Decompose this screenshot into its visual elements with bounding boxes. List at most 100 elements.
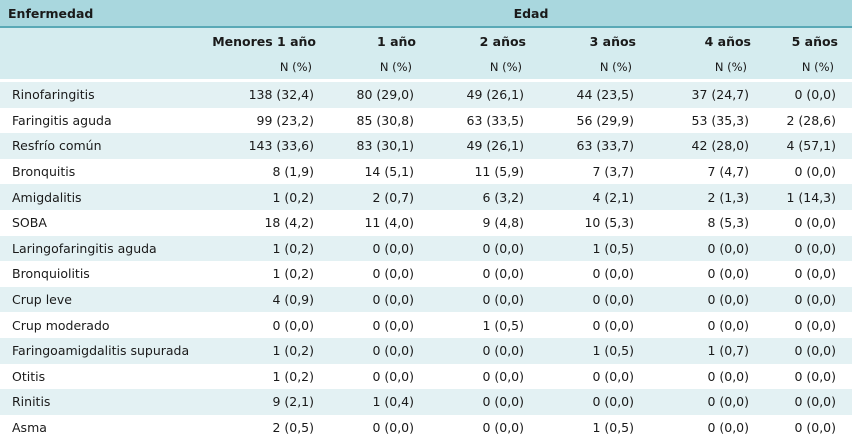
age-group-header: 1 año [330, 28, 430, 54]
value-cell: 53 (35,3) [650, 107, 765, 134]
disease-name-cell: Faringitis aguda [0, 107, 210, 134]
value-cell: 1 (0,2) [210, 363, 330, 390]
table-row: Asma 2 (0,5) 0 (0,0) 0 (0,0) 1 (0,5) 0 (0,0) 0… [0, 414, 852, 440]
value-cell: 1 (0,2) [210, 337, 330, 364]
value-cell: 0 (0,0) [330, 261, 430, 287]
table-row: Faringoamigdalitis supurada 1 (0,2) 0 (0,0… [0, 337, 852, 364]
value-cell: 0 (0,0) [430, 414, 540, 440]
value-cell: 2 (28,6) [765, 107, 852, 134]
value-cell: 0 (0,0) [650, 286, 765, 313]
value-cell: 0 (0,0) [430, 363, 540, 390]
value-cell: 42 (28,0) [650, 133, 765, 159]
age-group-header: 4 años [650, 28, 765, 54]
value-cell: 0 (0,0) [330, 312, 430, 338]
value-cell: 0 (0,0) [765, 337, 852, 364]
table-header: Enfermedad Edad Menores 1 año 1 año 2 añ… [0, 0, 852, 82]
unit-header: N (%) [330, 54, 430, 79]
value-cell: 11 (5,9) [430, 158, 540, 185]
value-cell: 1 (0,4) [330, 389, 430, 415]
table-row: Faringitis aguda 99 (23,2) 85 (30,8) 63 (33… [0, 107, 852, 134]
value-cell: 0 (0,0) [540, 389, 650, 415]
header-empty-cell [0, 28, 210, 54]
value-cell: 0 (0,0) [430, 389, 540, 415]
value-cell: 63 (33,5) [430, 107, 540, 134]
disease-name-cell: Otitis [0, 363, 210, 390]
value-cell: 0 (0,0) [650, 312, 765, 338]
age-group-header: 5 años [765, 28, 852, 54]
table-row: Rinofaringitis 138 (32,4) 80 (29,0) 49 (26,… [0, 82, 852, 108]
table-row: Otitis 1 (0,2) 0 (0,0) 0 (0,0) 0 (0,0) 0 (0,0… [0, 363, 852, 390]
disease-name-cell: Asma [0, 414, 210, 440]
disease-name-cell: Faringoamigdalitis supurada [0, 337, 210, 364]
value-cell: 0 (0,0) [765, 235, 852, 262]
disease-name-cell: Amigdalitis [0, 184, 210, 210]
value-cell: 0 (0,0) [765, 389, 852, 415]
disease-name-cell: SOBA [0, 209, 210, 236]
value-cell: 10 (5,3) [540, 209, 650, 236]
value-cell: 18 (4,2) [210, 209, 330, 236]
value-cell: 0 (0,0) [765, 312, 852, 338]
value-cell: 0 (0,0) [210, 312, 330, 338]
age-column-header: Edad [210, 0, 852, 26]
disease-name-cell: Laringofaringitis aguda [0, 235, 210, 262]
value-cell: 1 (0,2) [210, 261, 330, 287]
disease-name-cell: Crup moderado [0, 312, 210, 338]
value-cell: 0 (0,0) [330, 337, 430, 364]
value-cell: 4 (0,9) [210, 286, 330, 313]
table-row: Amigdalitis 1 (0,2) 2 (0,7) 6 (3,2) 4 (2,1) 2… [0, 184, 852, 210]
table-row: Resfrío común 143 (33,6) 83 (30,1) 49 (26,1… [0, 133, 852, 159]
value-cell: 11 (4,0) [330, 209, 430, 236]
value-cell: 0 (0,0) [650, 261, 765, 287]
header-divider [0, 26, 852, 28]
value-cell: 0 (0,0) [330, 235, 430, 262]
value-cell: 99 (23,2) [210, 107, 330, 134]
age-group-header: 3 años [540, 28, 650, 54]
value-cell: 0 (0,0) [765, 414, 852, 440]
value-cell: 14 (5,1) [330, 158, 430, 185]
header-row-units: N (%) N (%) N (%) N (%) N (%) N (%) [0, 54, 852, 79]
value-cell: 0 (0,0) [330, 286, 430, 313]
value-cell: 0 (0,0) [765, 261, 852, 287]
value-cell: 0 (0,0) [540, 261, 650, 287]
value-cell: 1 (14,3) [765, 184, 852, 210]
value-cell: 0 (0,0) [765, 286, 852, 313]
value-cell: 8 (5,3) [650, 209, 765, 236]
table-row: Crup leve 4 (0,9) 0 (0,0) 0 (0,0) 0 (0,0) 0 (… [0, 286, 852, 313]
value-cell: 1 (0,5) [540, 235, 650, 262]
age-group-header: Menores 1 año [210, 28, 330, 54]
table-row: Bronquiolitis 1 (0,2) 0 (0,0) 0 (0,0) 0 (0,0… [0, 261, 852, 287]
value-cell: 9 (4,8) [430, 209, 540, 236]
header-row-main: Enfermedad Edad [0, 0, 852, 26]
value-cell: 9 (2,1) [210, 389, 330, 415]
unit-header: N (%) [650, 54, 765, 79]
value-cell: 0 (0,0) [430, 286, 540, 313]
value-cell: 49 (26,1) [430, 82, 540, 108]
value-cell: 7 (3,7) [540, 158, 650, 185]
table-row: Rinitis 9 (2,1) 1 (0,4) 0 (0,0) 0 (0,0) 0 (0,… [0, 389, 852, 415]
value-cell: 2 (1,3) [650, 184, 765, 210]
value-cell: 0 (0,0) [430, 337, 540, 364]
value-cell: 44 (23,5) [540, 82, 650, 108]
value-cell: 0 (0,0) [650, 389, 765, 415]
value-cell: 1 (0,7) [650, 337, 765, 364]
header-spacer [0, 79, 852, 82]
value-cell: 0 (0,0) [765, 363, 852, 390]
value-cell: 0 (0,0) [540, 286, 650, 313]
unit-header: N (%) [210, 54, 330, 79]
value-cell: 63 (33,7) [540, 133, 650, 159]
value-cell: 0 (0,0) [430, 235, 540, 262]
value-cell: 83 (30,1) [330, 133, 430, 159]
table-row: Laringofaringitis aguda 1 (0,2) 0 (0,0) 0 (… [0, 235, 852, 262]
value-cell: 4 (2,1) [540, 184, 650, 210]
table-row: SOBA 18 (4,2) 11 (4,0) 9 (4,8) 10 (5,3) 8 (5,… [0, 209, 852, 236]
value-cell: 0 (0,0) [540, 312, 650, 338]
table-row: Crup moderado 0 (0,0) 0 (0,0) 1 (0,5) 0 (0,0… [0, 312, 852, 338]
value-cell: 1 (0,5) [430, 312, 540, 338]
disease-name-cell: Crup leve [0, 286, 210, 313]
unit-header: N (%) [430, 54, 540, 79]
value-cell: 4 (57,1) [765, 133, 852, 159]
disease-name-cell: Rinofaringitis [0, 82, 210, 108]
value-cell: 138 (32,4) [210, 82, 330, 108]
value-cell: 0 (0,0) [650, 363, 765, 390]
